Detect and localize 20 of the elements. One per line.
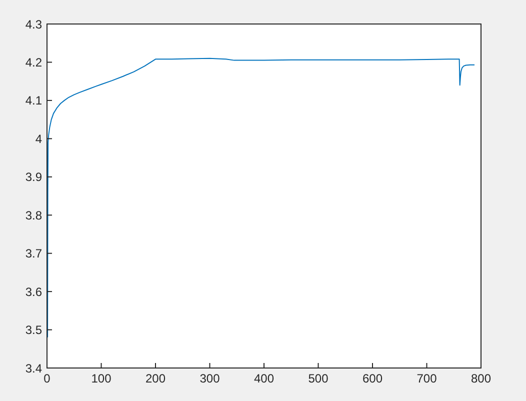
x-tick-label: 100	[91, 372, 112, 386]
y-tick-label: 4.3	[25, 17, 42, 32]
y-tick-label: 3.8	[25, 208, 42, 222]
x-tick-label: 700	[416, 372, 438, 386]
y-tick-label: 3.6	[25, 284, 42, 299]
y-tick-label: 3.9	[25, 170, 42, 184]
x-tick-label: 0	[44, 372, 51, 386]
x-tick-label: 500	[308, 372, 329, 386]
y-tick-label: 3.5	[25, 323, 42, 338]
x-tick-label: 200	[145, 372, 166, 386]
y-tick-label: 4.1	[25, 94, 42, 108]
x-tick-label: 600	[362, 372, 383, 386]
line-series	[47, 58, 475, 338]
y-tick-label: 3.7	[25, 246, 42, 261]
y-tick-label: 3.4	[25, 361, 42, 376]
y-tick-label: 4	[35, 132, 42, 146]
y-tick-label: 4.2	[25, 55, 42, 70]
x-tick-label: 800	[470, 372, 492, 386]
x-tick-label: 300	[200, 372, 220, 386]
x-tick-label: 400	[254, 372, 274, 386]
